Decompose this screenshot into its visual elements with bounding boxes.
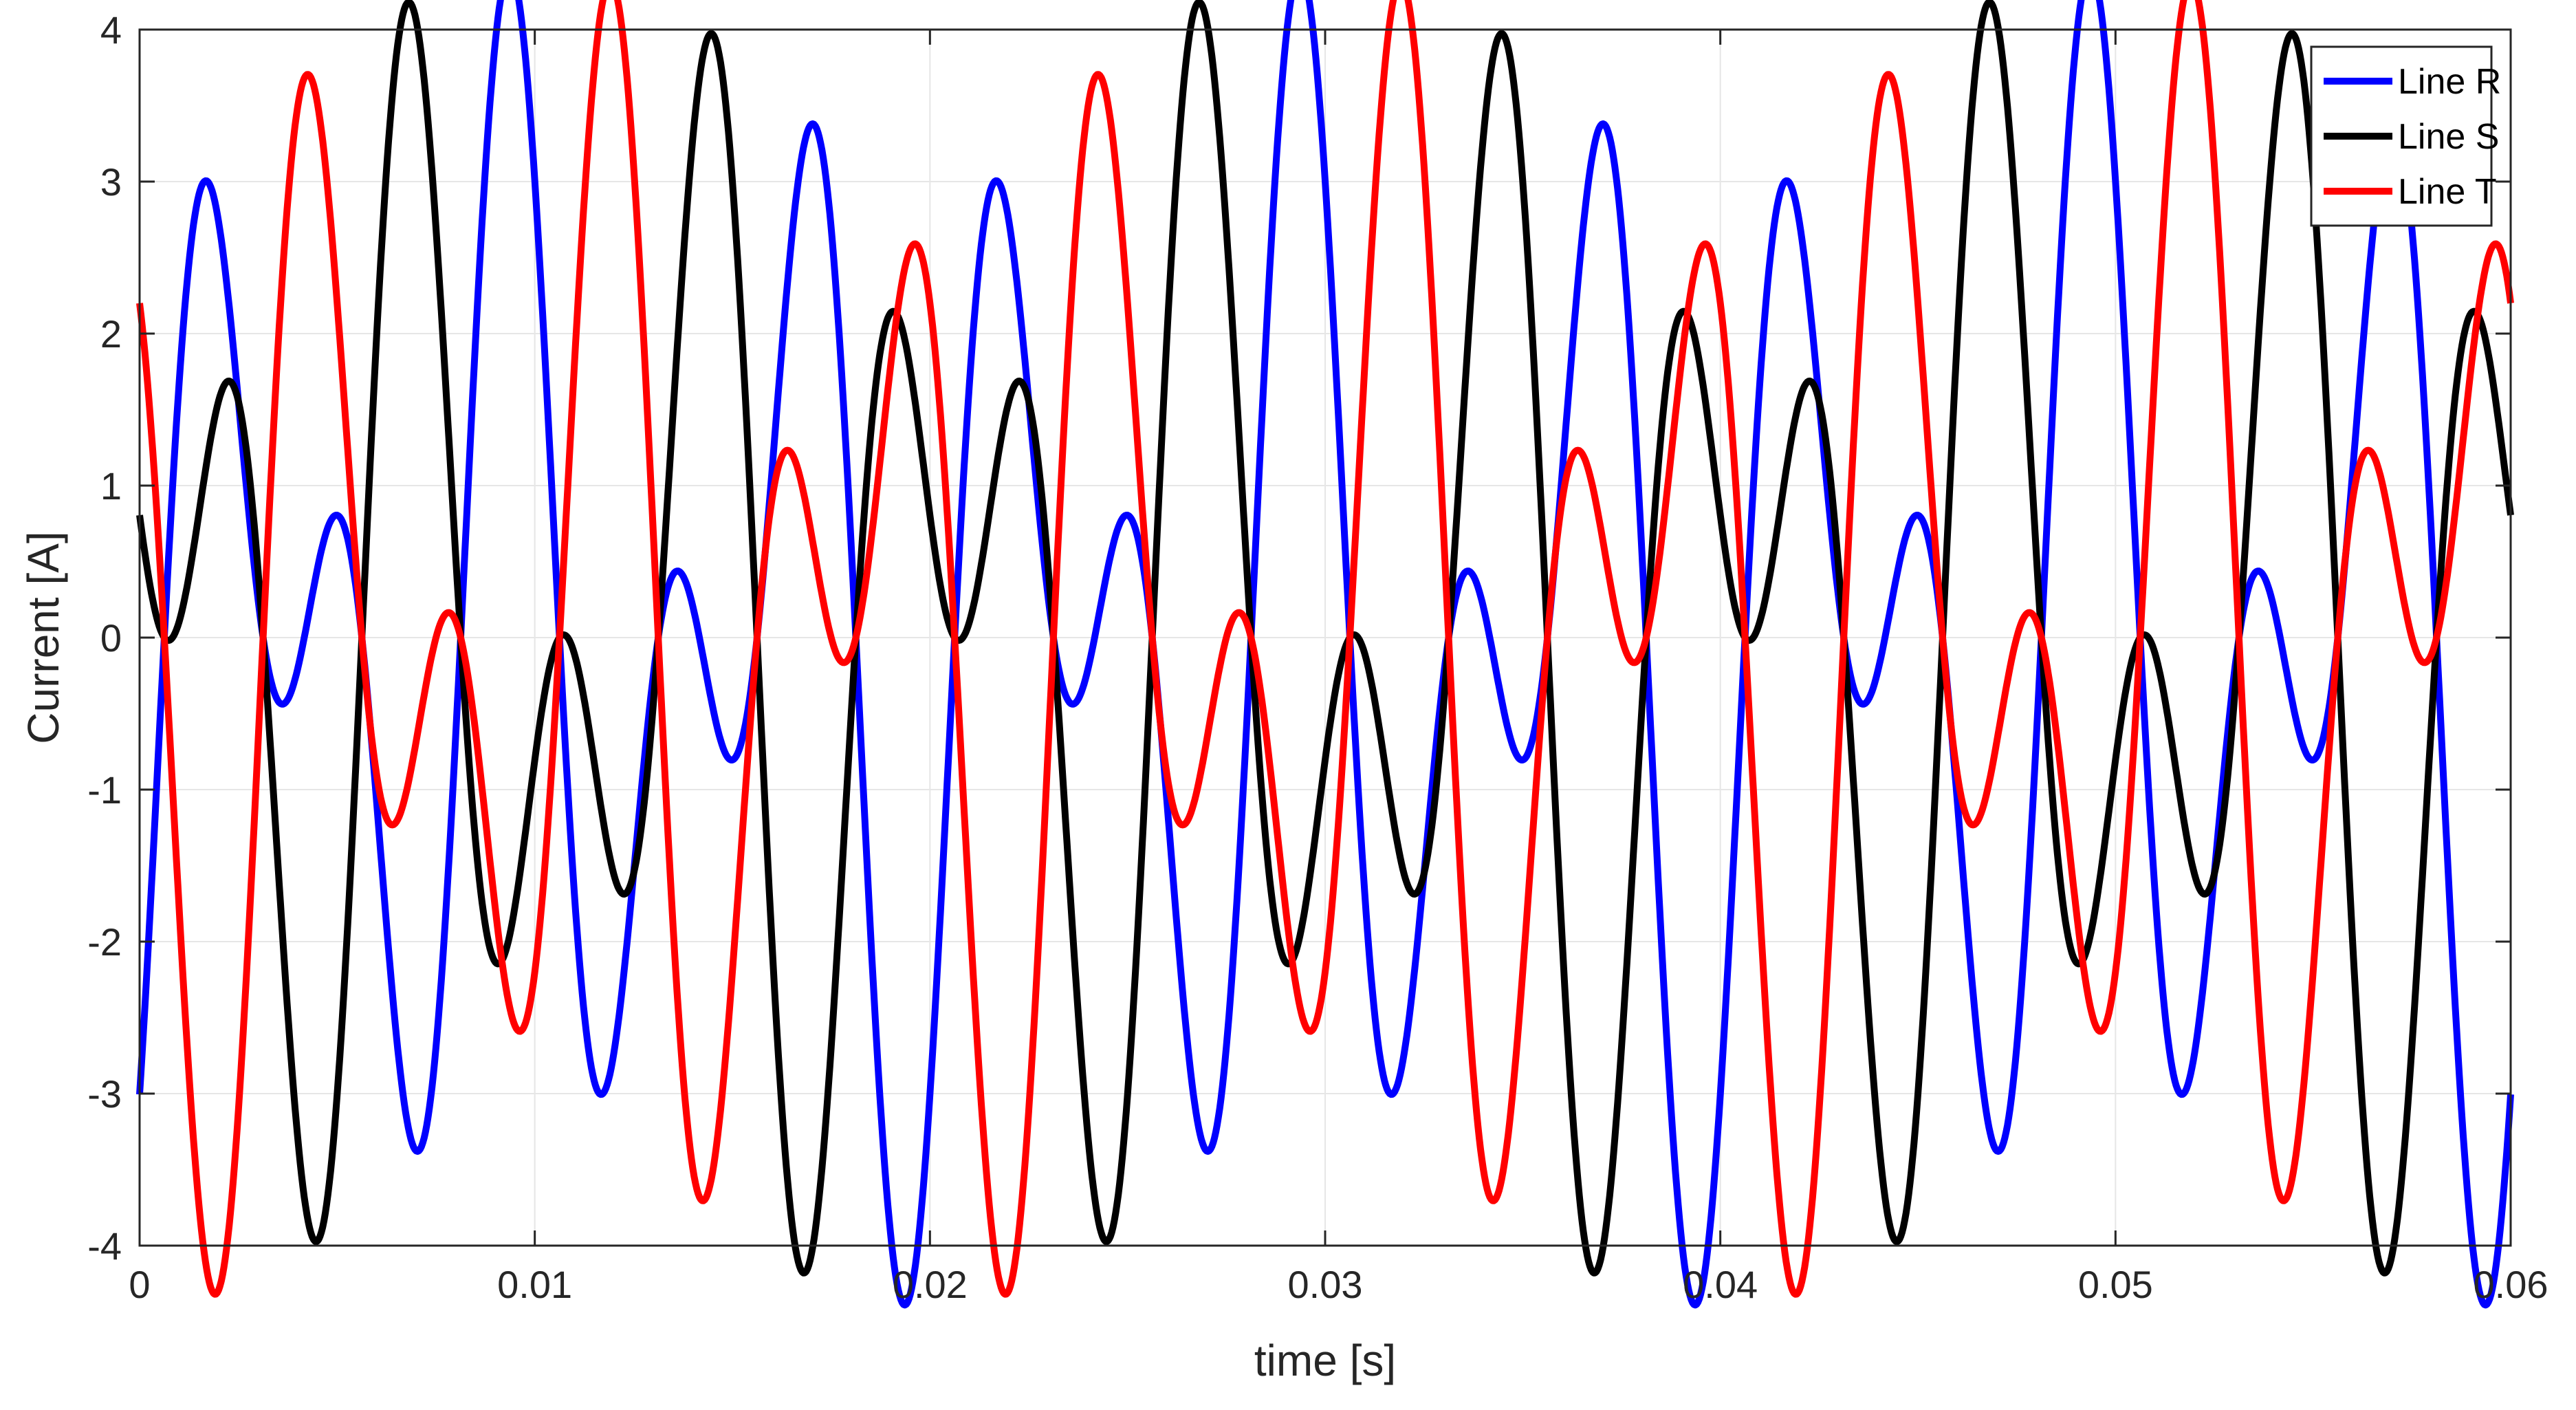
series-line-line-t [136,0,2514,1298]
x-tick-label: 0.02 [893,1263,968,1306]
y-tick-label: -2 [87,920,122,964]
y-tick-label: 3 [100,160,122,204]
y-tick-label: 4 [100,8,122,52]
x-axis-label: time [s] [1254,1336,1396,1385]
series-line-line-r [136,0,2514,1309]
legend-label: Line R [2398,62,2501,102]
y-tick-label: -1 [87,768,122,812]
series-line-line-s [136,0,2514,1277]
series-layer [136,0,2514,1309]
y-tick-label: 1 [100,464,122,508]
x-tick-label: 0.01 [497,1263,572,1306]
y-axis-label: Current [A] [19,531,68,744]
x-tick-label: 0.05 [2078,1263,2153,1306]
legend-label: Line T [2398,172,2497,212]
y-tick-label: 2 [100,312,122,356]
ticks: 0 0.01 0.02 0.03 0.04 0.05 0.06 -4 -3 -2 -1 0 1 2 3 4 [87,8,2548,1306]
y-tick-label: -3 [87,1072,122,1116]
legend: Line R Line S Line T [2310,45,2501,227]
x-tick-label: 0.06 [2474,1263,2548,1306]
y-tick-label: 0 [100,616,122,660]
x-tick-label: 0.03 [1288,1263,1363,1306]
legend-label: Line S [2398,117,2499,157]
x-tick-label: 0 [129,1263,150,1306]
y-tick-label: -4 [87,1224,122,1268]
x-tick-label: 0.04 [1683,1263,1758,1306]
